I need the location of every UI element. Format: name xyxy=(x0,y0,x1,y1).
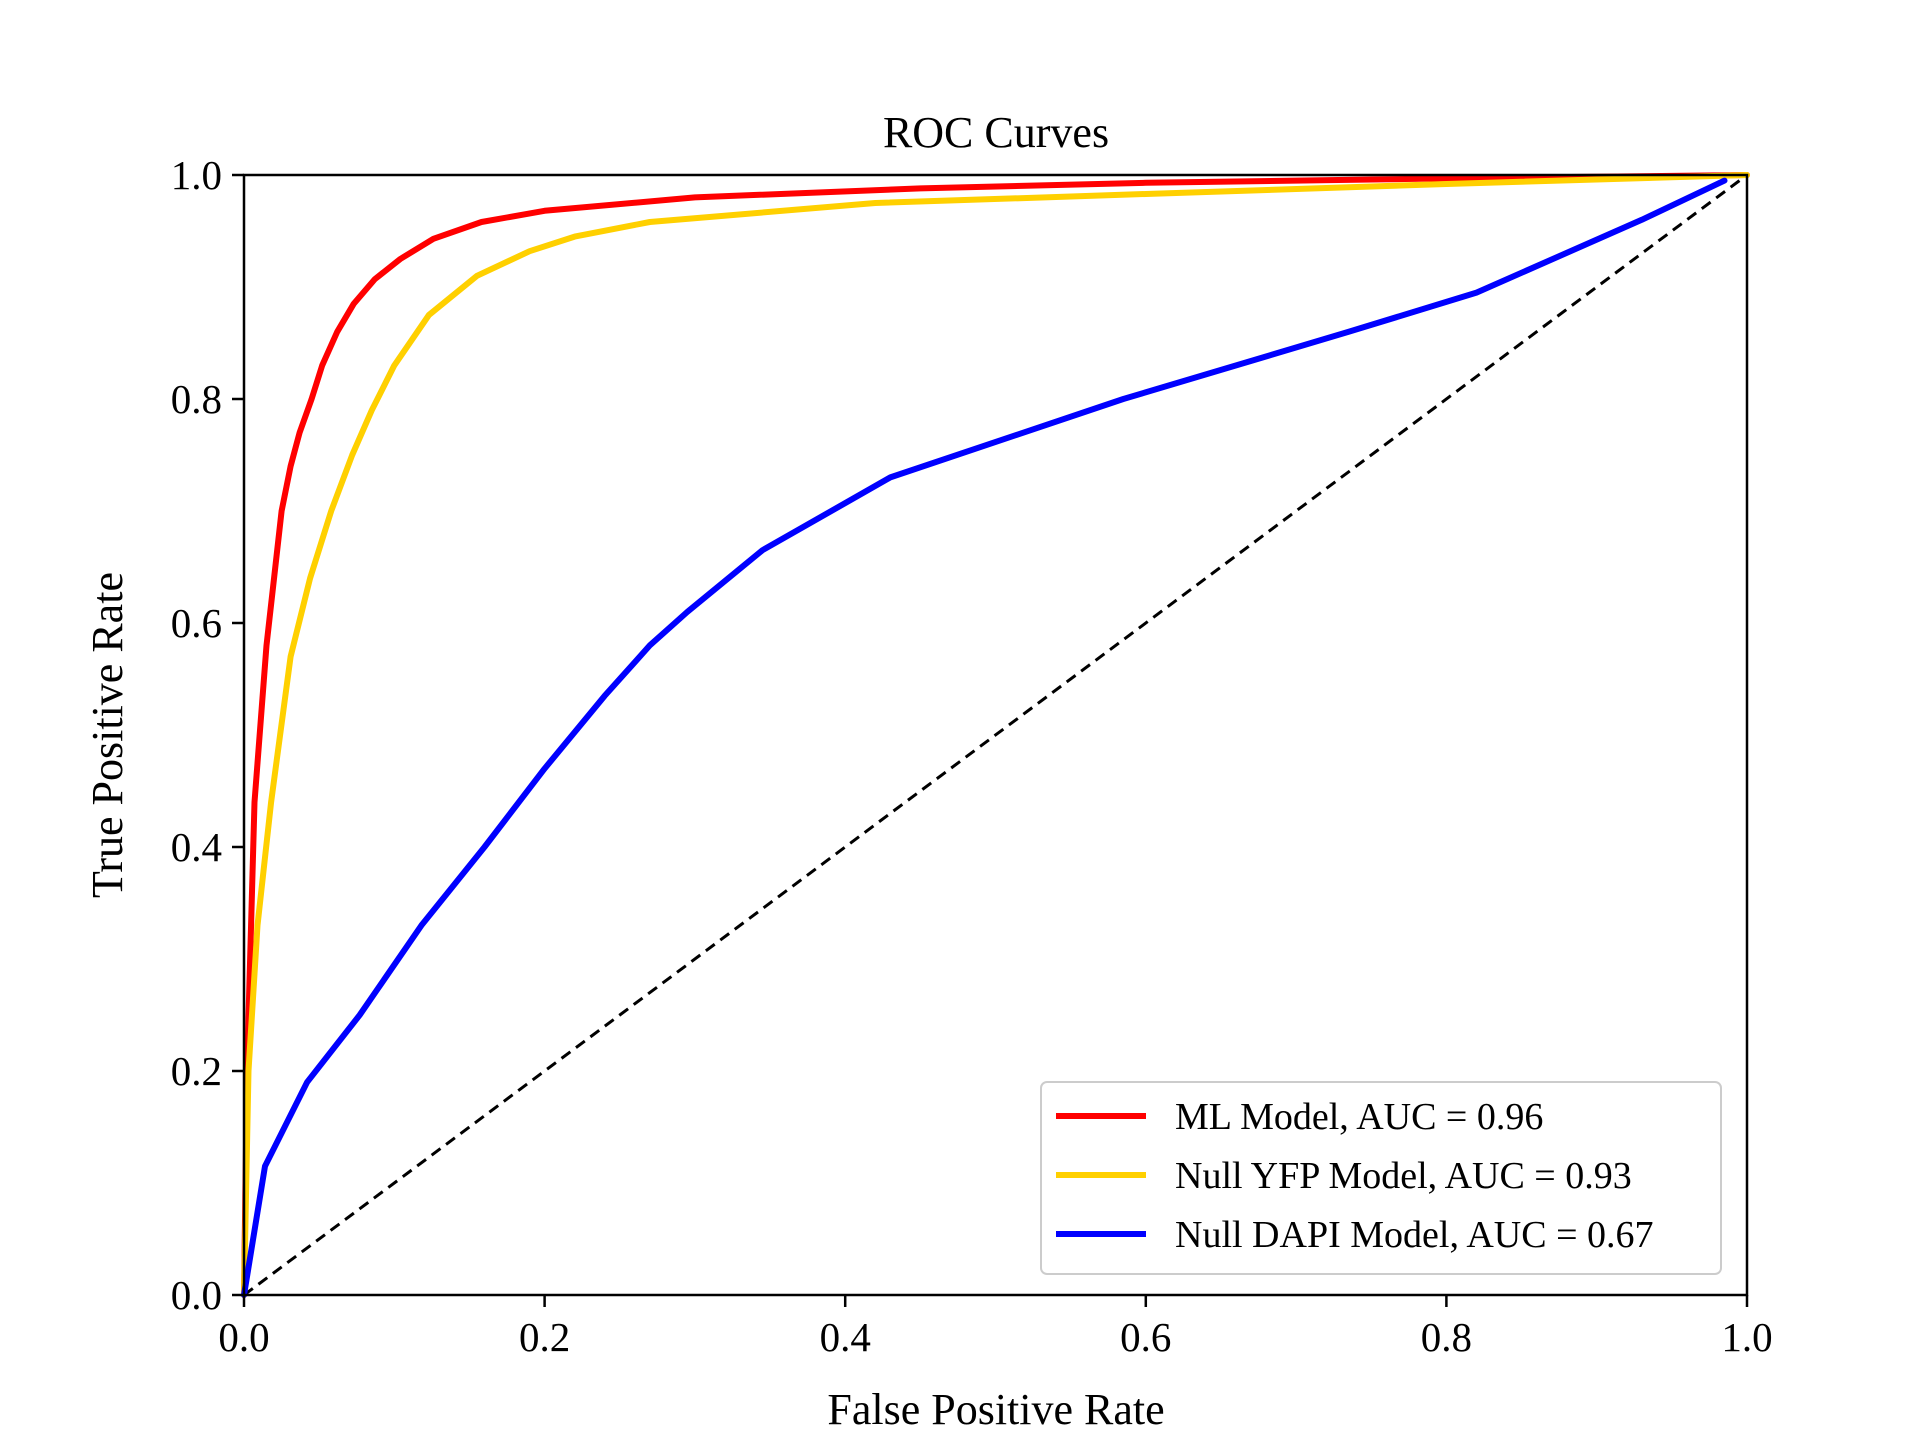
series-line-2 xyxy=(241,172,1750,1298)
plot-frame xyxy=(242,173,1749,1297)
x-tick-label: 0.8 xyxy=(1421,1314,1472,1360)
x-tick-label: 0.4 xyxy=(820,1314,871,1360)
y-tick-label: 0.6 xyxy=(171,600,222,646)
y-tick-label: 0.4 xyxy=(171,824,222,870)
x-tick-label: 0.0 xyxy=(218,1314,269,1360)
legend-label-3: Null DAPI Model, AUC = 0.67 xyxy=(1175,1214,1654,1256)
x-tick-label: 1.0 xyxy=(1721,1314,1772,1360)
x-axis: 0.0 0.2 0.4 0.6 0.8 1.0 xyxy=(218,1295,1773,1360)
legend-label-2: Null YFP Model, AUC = 0.93 xyxy=(1175,1155,1632,1197)
y-tick-label: 0.0 xyxy=(171,1272,222,1318)
y-axis-label: True Positive Rate xyxy=(83,572,132,898)
y-tick-label: 1.0 xyxy=(171,152,222,198)
x-tick-label: 0.2 xyxy=(519,1314,570,1360)
legend: ML Model, AUC = 0.96 Null YFP Model, AUC … xyxy=(1040,1081,1722,1275)
y-axis: 0.0 0.2 0.4 0.6 0.8 1.0 xyxy=(171,152,244,1318)
y-tick-label: 0.2 xyxy=(171,1048,222,1094)
legend-box xyxy=(1040,1081,1722,1275)
series-line-1 xyxy=(241,172,1750,1298)
chart-title: ROC Curves xyxy=(883,108,1109,157)
x-axis-label: False Positive Rate xyxy=(827,1385,1164,1434)
reference-diagonal-line xyxy=(243,173,1748,1297)
legend-label-1: ML Model, AUC = 0.96 xyxy=(1175,1096,1543,1138)
series-line-3 xyxy=(241,177,1728,1298)
plot-area xyxy=(241,172,1750,1298)
x-tick-label: 0.6 xyxy=(1120,1314,1171,1360)
y-tick-label: 0.8 xyxy=(171,376,222,422)
